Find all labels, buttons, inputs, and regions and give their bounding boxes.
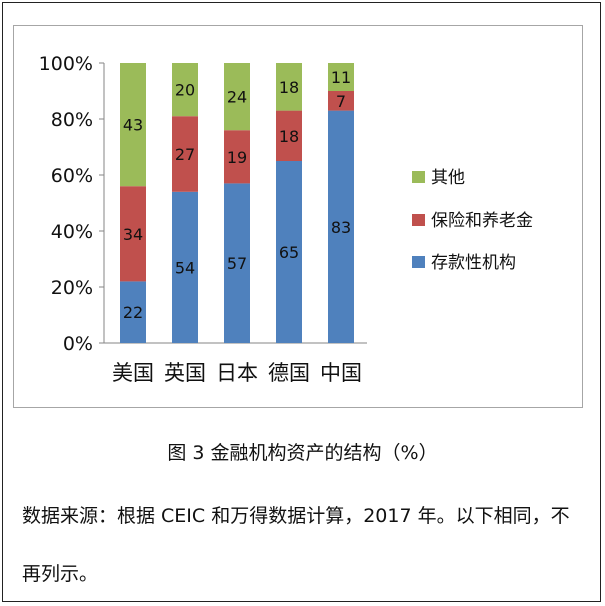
bar-segment (328, 63, 354, 91)
y-tick-label: 60% (51, 165, 93, 187)
y-tick-label: 80% (51, 109, 93, 131)
bar-segment (172, 116, 198, 192)
data-label: 18 (279, 127, 299, 146)
bar-segment (224, 183, 250, 343)
y-tick-label: 100% (39, 53, 93, 75)
y-tick-label: 0% (63, 333, 93, 355)
data-label: 22 (123, 303, 143, 322)
y-tick-label: 20% (51, 277, 93, 299)
bar-segment (224, 130, 250, 184)
bar-segment (224, 63, 250, 131)
data-label: 27 (175, 145, 195, 164)
data-label: 34 (123, 225, 143, 244)
data-label: 43 (123, 116, 143, 135)
data-label: 11 (331, 68, 351, 87)
bar-segment (120, 63, 146, 187)
x-tick-label: 英国 (164, 361, 206, 385)
bars (120, 63, 354, 343)
data-label: 65 (279, 243, 299, 262)
bar-segment (276, 110, 302, 161)
bar-segment (276, 161, 302, 343)
bar-segment (328, 110, 354, 343)
data-label: 54 (175, 258, 195, 277)
bar-segment (328, 91, 354, 111)
axes: 0% 20% 40% 60% 80% 100% 美国 英国 日本 德国 中国 (39, 53, 367, 385)
x-tick-label: 中国 (320, 361, 362, 385)
data-label: 7 (336, 92, 346, 111)
bar-segment (172, 191, 198, 343)
data-labels: 22 34 43 54 27 20 57 19 24 65 18 18 83 7 11 (123, 68, 351, 322)
chart-area (13, 25, 583, 408)
data-label: 19 (227, 148, 247, 167)
data-label: 57 (227, 254, 247, 273)
data-label: 18 (279, 78, 299, 97)
data-label: 20 (175, 81, 195, 100)
figure-caption: 图 3 金融机构资产的结构（%） (167, 442, 438, 464)
legend-swatch (412, 171, 425, 183)
bar-segment (120, 281, 146, 343)
legend-swatch (412, 214, 425, 226)
y-tick-label: 40% (51, 221, 93, 243)
data-label: 83 (331, 218, 351, 237)
bar-segment (172, 63, 198, 117)
legend-swatch (412, 256, 425, 268)
bar-segment (276, 63, 302, 111)
stacked-bar-chart: 0%20%40%60%80%100%美国 英国 日本 德国 中国 22344354272… (39, 53, 533, 385)
bar-segment (120, 186, 146, 282)
x-tick-label: 德国 (268, 361, 310, 385)
source-note: 数据来源：根据 CEIC 和万得数据计算，2017 年。以下相同，不再列示。 (22, 505, 570, 585)
data-label: 24 (227, 88, 247, 107)
x-tick-label: 美国 (112, 361, 154, 385)
legend-label: 存款性机构 (431, 253, 516, 273)
x-tick-label: 日本 (216, 361, 258, 385)
legend-label: 保险和养老金 (431, 211, 533, 231)
legend-label: 其他 (431, 168, 465, 188)
